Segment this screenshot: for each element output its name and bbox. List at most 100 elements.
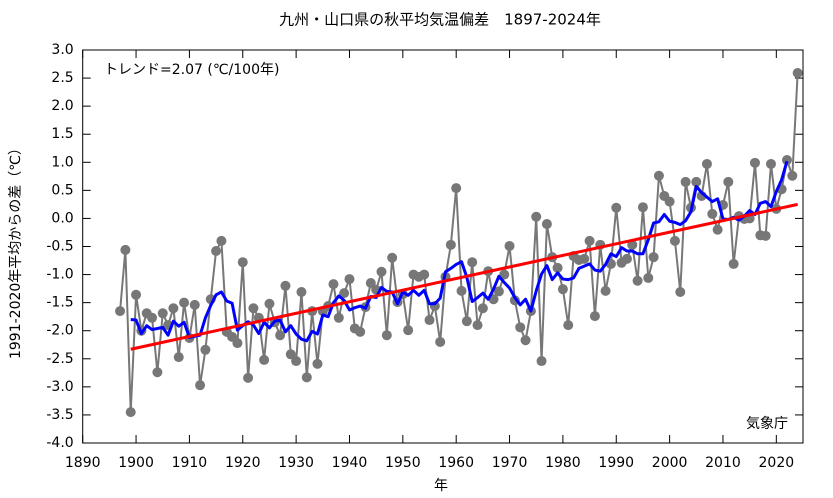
data-point (664, 196, 675, 207)
data-point (648, 252, 659, 263)
data-point (275, 330, 286, 341)
data-point (493, 286, 504, 297)
data-point (632, 275, 643, 286)
data-point (669, 235, 680, 246)
data-point (195, 380, 206, 391)
data-point (152, 367, 163, 378)
data-point (787, 170, 798, 181)
data-point (456, 285, 467, 296)
data-point (312, 358, 323, 369)
data-point (333, 312, 344, 323)
data-point (365, 277, 376, 288)
data-point (189, 299, 200, 310)
y-tick-label: -2.0 (46, 323, 73, 339)
series-line (130, 202, 798, 351)
data-point (701, 158, 712, 169)
data-point (419, 269, 430, 280)
data-point (248, 303, 259, 314)
data-point (531, 211, 542, 222)
data-point (621, 253, 632, 264)
data-point (243, 372, 254, 383)
data-point (499, 269, 510, 280)
data-point (579, 253, 590, 264)
source: 気象庁 (746, 416, 788, 432)
data-point (259, 354, 270, 365)
data-point (536, 356, 547, 367)
data-point (435, 336, 446, 347)
data-point (760, 230, 771, 241)
x-tick-label: 2020 (759, 455, 795, 471)
data-point (765, 158, 776, 169)
data-point (467, 257, 478, 268)
data-point (472, 320, 483, 331)
data-point (723, 176, 734, 187)
x-tick-label: 1950 (385, 455, 421, 471)
x-tick-label: 1910 (172, 455, 208, 471)
data-point (643, 272, 654, 283)
data-point (477, 303, 488, 314)
x-tick-label: 1900 (118, 455, 154, 471)
data-point (424, 315, 435, 326)
data-point (355, 326, 366, 337)
y-tick-label: 1.0 (51, 154, 73, 170)
y-tick-label: -4.0 (46, 435, 73, 451)
x-tick-label: 2010 (705, 455, 741, 471)
x-tick-label: 1990 (598, 455, 634, 471)
data-point (691, 176, 702, 187)
data-point (147, 312, 158, 323)
y-tick-label: 2.0 (51, 98, 73, 114)
x-tick-label: 1960 (438, 455, 474, 471)
data-point (520, 335, 531, 346)
data-point (387, 252, 398, 263)
y-axis-label: 1991-2020年平均からの差（℃） (8, 141, 24, 359)
data-point (131, 289, 142, 300)
data-point (344, 274, 355, 285)
data-point (589, 311, 600, 322)
data-point (125, 407, 136, 418)
y-tick-label: -0.5 (46, 239, 73, 255)
data-point (557, 284, 568, 295)
y-tick-label: -3.5 (46, 407, 73, 423)
y-tick-label: -2.5 (46, 351, 73, 367)
data-point (173, 352, 184, 363)
y-tick-label: -3.0 (46, 379, 73, 395)
annotation: トレンド=2.07 (℃/100年) (104, 62, 279, 78)
data-point (157, 308, 168, 319)
data-point (707, 208, 718, 219)
data-point (792, 68, 803, 79)
data-point (280, 280, 291, 291)
data-point (712, 224, 723, 235)
data-point (237, 257, 248, 268)
data-point (211, 245, 222, 256)
x-tick-label: 1930 (278, 455, 314, 471)
x-tick-label: 1920 (225, 455, 261, 471)
data-point (563, 320, 574, 331)
y-tick-label: 1.5 (51, 126, 73, 142)
data-point (120, 244, 131, 255)
data-point (376, 266, 387, 277)
data-point (461, 316, 472, 327)
data-point (179, 297, 190, 308)
data-point (296, 286, 307, 297)
x-tick-label: 1940 (332, 455, 368, 471)
data-point (216, 235, 227, 246)
data-point (653, 170, 664, 181)
y-tick-label: 0.5 (51, 182, 73, 198)
series-line (130, 160, 789, 343)
y-tick-label: -1.0 (46, 267, 73, 283)
data-point (504, 240, 515, 251)
x-axis-label: 年 (434, 478, 448, 494)
data-point (749, 157, 760, 168)
x-tick-label: 2000 (652, 455, 688, 471)
data-point (541, 219, 552, 230)
data-point (115, 306, 126, 317)
y-tick-label: 3.0 (51, 42, 73, 58)
x-tick-label: 1970 (492, 455, 528, 471)
data-point (285, 349, 296, 360)
data-point (381, 330, 392, 341)
y-tick-label: 2.5 (51, 70, 73, 86)
y-tick-label: 0.0 (51, 210, 73, 226)
data-point (552, 262, 563, 273)
data-point (680, 176, 691, 187)
